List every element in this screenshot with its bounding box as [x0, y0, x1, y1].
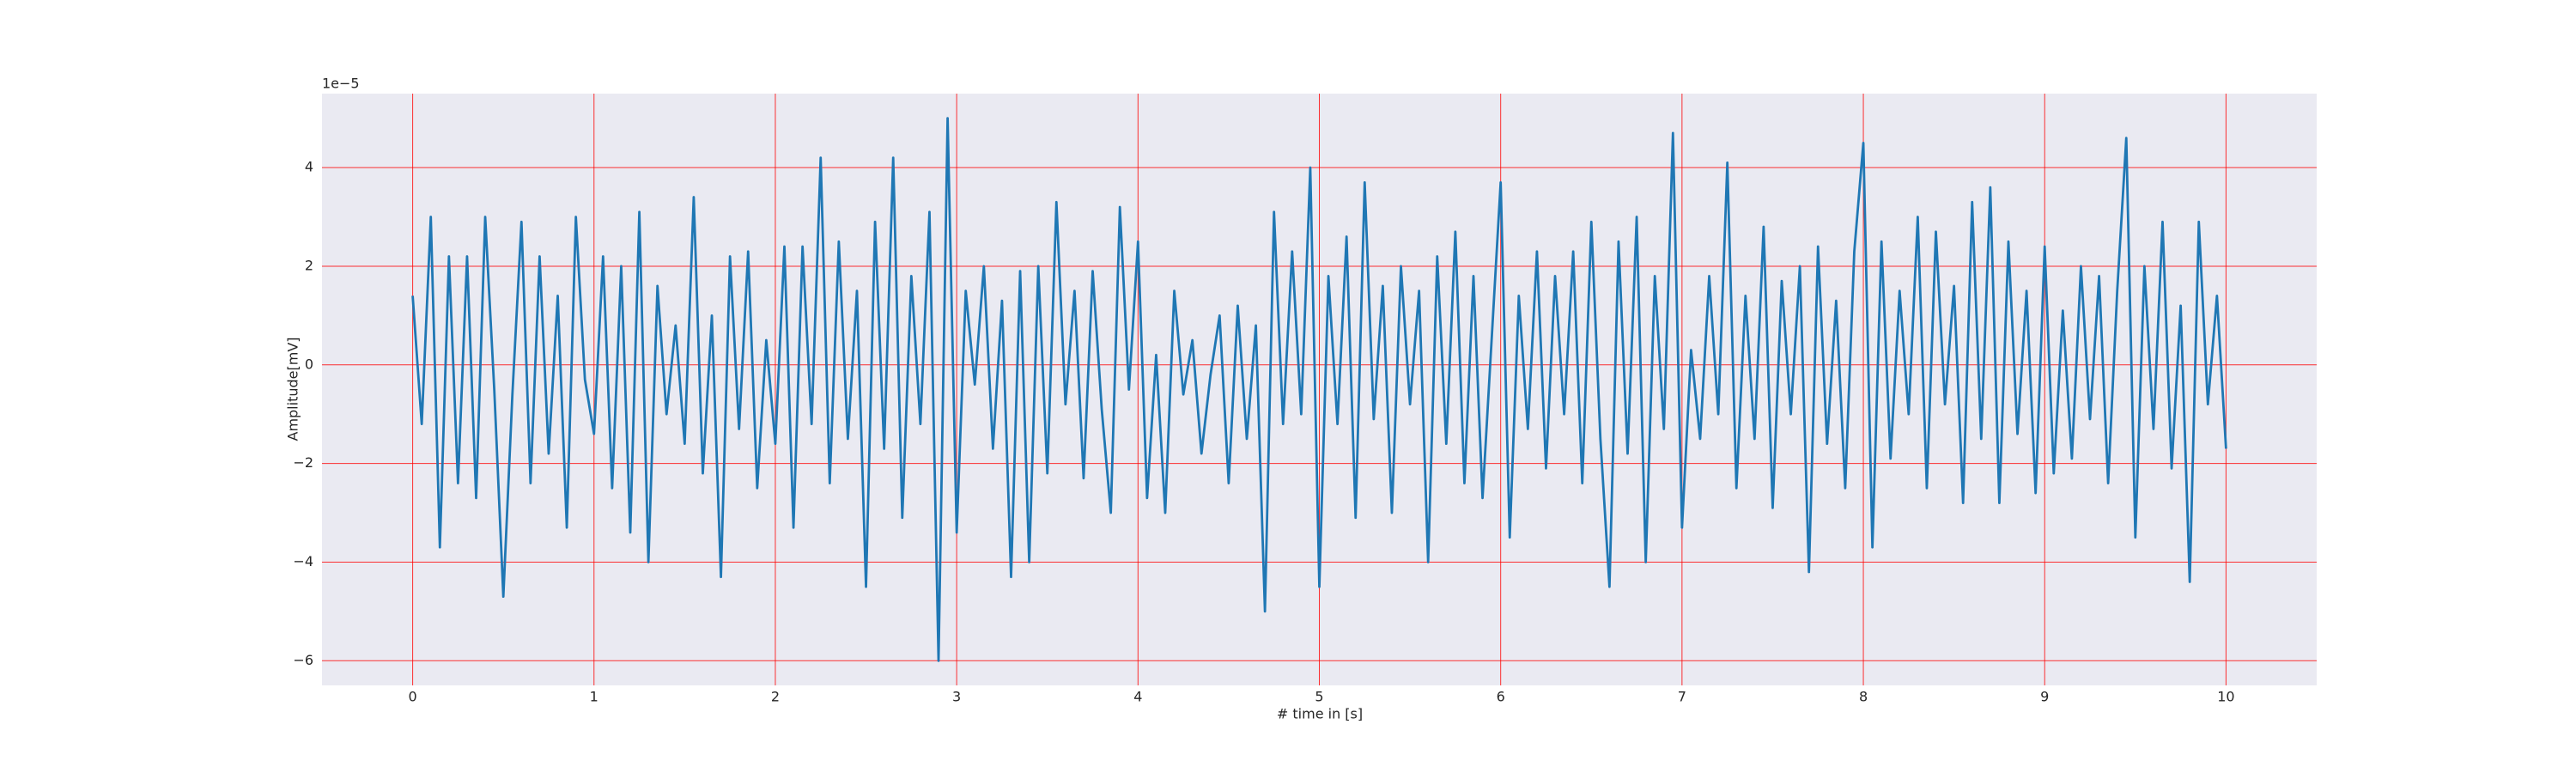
x-tick-label: 5: [1315, 689, 1323, 705]
x-axis-label: # time in [s]: [1277, 706, 1363, 722]
y-offset-label: 1e−5: [322, 76, 360, 92]
x-tick-label: 3: [952, 689, 961, 705]
marks: [411, 117, 2227, 662]
x-tick-label: 1: [590, 689, 598, 705]
x-tick-label: 8: [1859, 689, 1868, 705]
x-tick-label: 2: [771, 689, 780, 705]
y-tick-label: −6: [293, 652, 313, 668]
y-axis-label: Amplitude[mV]: [285, 337, 301, 441]
x-tick-label: 0: [408, 689, 416, 705]
y-tick-label: −2: [293, 454, 313, 471]
x-tick-label: 9: [2040, 689, 2049, 705]
signal-line: [411, 117, 2227, 662]
x-tick-label: 10: [2217, 689, 2234, 705]
x-tick-label: 7: [1678, 689, 1686, 705]
x-tick-label: 4: [1133, 689, 1142, 705]
y-tick-label: 4: [305, 159, 313, 175]
y-tick-label: 2: [305, 257, 313, 273]
x-tick-label: 6: [1497, 689, 1505, 705]
y-tick-label: 0: [305, 356, 313, 372]
y-tick-label: −4: [293, 553, 313, 569]
